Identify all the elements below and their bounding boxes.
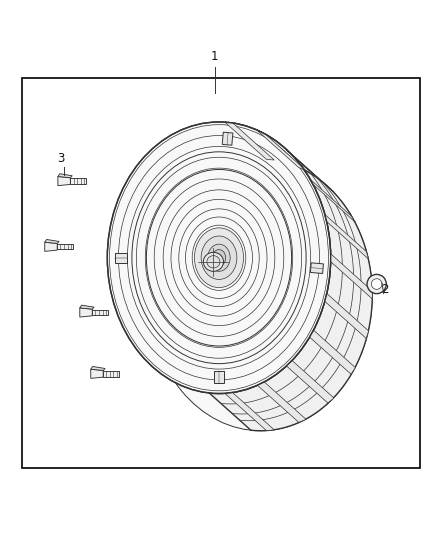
Ellipse shape <box>208 244 230 271</box>
Polygon shape <box>331 254 372 299</box>
Polygon shape <box>58 176 71 185</box>
Ellipse shape <box>149 159 372 431</box>
Polygon shape <box>325 214 368 259</box>
Polygon shape <box>214 371 224 383</box>
Polygon shape <box>286 361 334 403</box>
Polygon shape <box>222 132 233 145</box>
Polygon shape <box>71 179 86 184</box>
Ellipse shape <box>212 249 226 266</box>
Ellipse shape <box>107 122 331 393</box>
Polygon shape <box>309 330 355 374</box>
Ellipse shape <box>371 279 382 289</box>
Polygon shape <box>257 382 306 422</box>
Ellipse shape <box>203 252 223 271</box>
Text: 1: 1 <box>211 50 219 63</box>
Polygon shape <box>311 263 323 273</box>
Polygon shape <box>58 174 72 178</box>
Polygon shape <box>91 367 105 370</box>
Bar <box>22 78 420 468</box>
Polygon shape <box>80 308 92 317</box>
Polygon shape <box>45 239 59 244</box>
Polygon shape <box>80 305 94 309</box>
Polygon shape <box>325 294 368 338</box>
Polygon shape <box>92 310 108 315</box>
Polygon shape <box>209 123 372 431</box>
Text: 2: 2 <box>381 283 389 296</box>
Polygon shape <box>45 242 57 252</box>
Polygon shape <box>225 393 274 431</box>
Ellipse shape <box>207 256 220 268</box>
Text: 3: 3 <box>57 152 64 165</box>
Polygon shape <box>286 150 334 192</box>
Polygon shape <box>115 253 127 263</box>
Polygon shape <box>57 244 73 249</box>
Ellipse shape <box>201 236 237 279</box>
Polygon shape <box>225 122 274 160</box>
Ellipse shape <box>194 228 244 288</box>
Polygon shape <box>309 179 355 222</box>
Polygon shape <box>257 131 306 171</box>
Polygon shape <box>103 371 119 376</box>
Polygon shape <box>91 369 103 378</box>
Ellipse shape <box>367 274 386 294</box>
